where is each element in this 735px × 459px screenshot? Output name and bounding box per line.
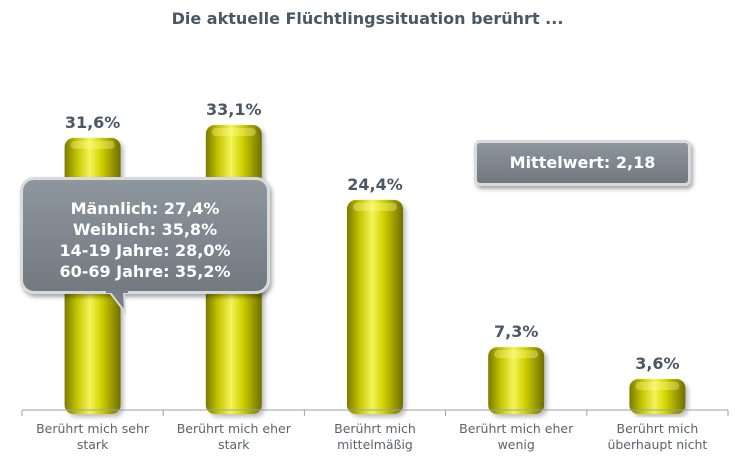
callout-line: Männlich: 27,4% [70, 199, 220, 218]
bar-highlight [494, 350, 539, 359]
mean-value-box: Mittelwert: 2,18 [474, 140, 691, 186]
callout-line: 60-69 Jahre: 35,2% [59, 262, 231, 281]
callout-line: Weiblich: 35,8% [72, 220, 218, 239]
category-label: Berührt mich mittelmäßig [334, 421, 416, 452]
category-label: Berührt mich eher stark [176, 421, 291, 452]
category-label: Berührt mich sehr stark [36, 421, 150, 452]
bar-highlight [211, 128, 256, 136]
bar [629, 379, 686, 414]
category-label: Berührt mich überhaupt nicht [607, 421, 708, 452]
bar [488, 347, 545, 414]
category-label: Berührt mich eher wenig [459, 421, 574, 452]
data-label: 7,3% [494, 322, 538, 341]
bar-highlight [70, 140, 115, 149]
callout-line: 14-19 Jahre: 28,0% [59, 241, 231, 260]
chart-title: Die aktuelle Flüchtlingssituation berühr… [171, 9, 564, 28]
bar-highlight [353, 202, 397, 211]
bar-highlight [635, 382, 680, 391]
callout-pointer [106, 290, 128, 316]
data-label: 33,1% [206, 100, 262, 119]
data-label: 24,4% [347, 175, 403, 194]
data-label: 3,6% [635, 354, 679, 373]
demographic-callout: Männlich: 27,4% Weiblich: 35,8% 14-19 Ja… [20, 177, 270, 294]
bar [347, 199, 403, 414]
data-label: 31,6% [65, 113, 121, 132]
